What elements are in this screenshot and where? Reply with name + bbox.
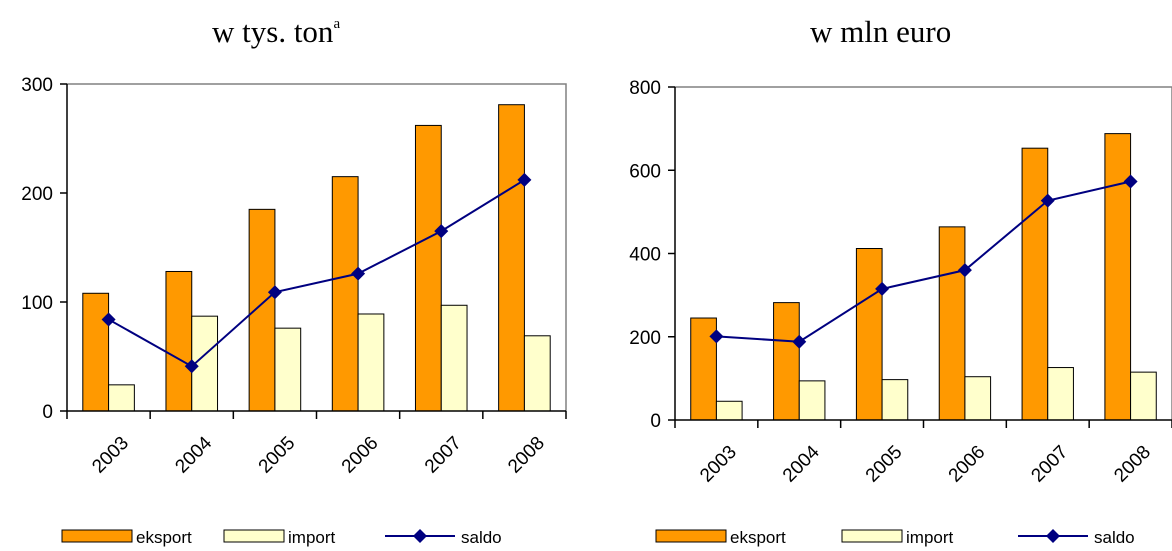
point-saldo [709,329,724,344]
y-tick-label: 200 [21,184,53,205]
x-tick-label: 2005 [862,442,907,487]
legend-swatch-eksport [61,529,133,543]
bar-eksport [855,248,883,421]
point-saldo [101,312,116,327]
bar-eksport [331,176,359,412]
legend-marker-saldo [1046,529,1060,543]
bar-import [1130,371,1157,421]
chart-svg: 0 100 200 300 2003 2004 2005 2006 2007 2008 ekspor… [21,75,567,547]
x-tick-label: 2008 [1110,442,1155,487]
plot-border [67,83,567,411]
point-saldo [351,266,366,281]
bar-import [964,376,992,421]
point-saldo [957,263,972,278]
point-saldo [875,281,890,296]
bar-import [108,384,135,412]
bar-eksport [165,270,193,412]
bar-eksport [82,292,110,412]
bar-eksport [773,302,800,421]
point-saldo [1040,193,1055,208]
point-saldo [792,334,807,349]
chart-tons: w tys. tona 0 100 200 300 2003 2004 2005 2006 20… [21,14,567,547]
bar-eksport [938,226,966,421]
point-saldo [1123,174,1138,189]
bar-eksport [248,208,276,412]
x-tick-label: 2005 [255,433,300,478]
x-tick-label: 2004 [171,432,216,477]
legend-label-saldo: saldo [1094,528,1135,547]
y-tick-label: 400 [629,245,661,266]
y-tick-label: 300 [21,75,53,96]
y-tick-label: 600 [629,161,661,182]
chart-svg: 0 200 400 600 800 2003 2004 2005 2006 2007 2008 eks… [629,78,1172,547]
point-saldo [517,172,532,187]
bar-eksport [498,104,525,412]
bar-import [523,335,551,412]
bar-import [798,380,826,421]
bar-import [1047,367,1074,421]
series-line-saldo [716,180,1131,343]
plot-border [675,86,1172,420]
chart-euro: w mln euro 0 200 400 600 800 2003 2004 2005 2006… [586,0,1172,551]
y-tick-label: 0 [42,402,53,423]
chart-title: w tys. tona [212,14,341,49]
point-saldo [184,359,199,374]
x-tick-label: 2007 [1027,442,1072,487]
legend-swatch-import [223,529,285,543]
bar-import [881,379,909,421]
y-tick-label: 0 [650,411,661,432]
y-tick-label: 100 [21,293,53,314]
y-tick-label: 800 [629,78,661,99]
x-tick-label: 2003 [696,442,741,487]
bar-import [274,327,302,412]
bar-import [440,304,468,412]
y-tick-label: 200 [629,328,661,349]
x-tick-label: 2004 [779,441,824,486]
bar-import [715,400,743,421]
point-saldo [267,285,282,300]
legend-label-saldo: saldo [461,528,502,547]
x-tick-label: 2008 [504,433,549,478]
point-saldo [434,224,449,239]
legend-swatch-eksport [655,529,727,543]
legend-label-import: import [906,528,954,547]
chart-title: w mln euro [810,14,952,49]
bar-eksport [414,124,442,412]
legend-label-eksport: eksport [136,528,192,547]
bar-import [357,313,385,412]
legend-marker-saldo [413,529,427,543]
bar-eksport [1021,147,1049,421]
legend-label-import: import [288,528,336,547]
x-tick-label: 2003 [88,433,133,478]
series-line-saldo [108,179,525,368]
x-tick-label: 2006 [945,442,990,487]
legend-swatch-import [841,529,903,543]
x-tick-label: 2006 [338,433,383,478]
legend-label-eksport: eksport [730,528,786,547]
bar-eksport [1104,133,1132,421]
x-tick-label: 2007 [421,433,466,478]
